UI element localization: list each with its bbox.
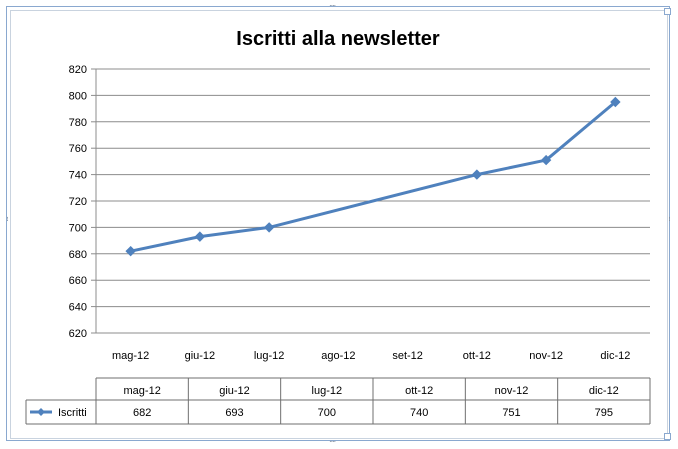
series-group (125, 96, 621, 257)
x-tick-label: mag-12 (112, 350, 149, 362)
x-tick-label: giu-12 (185, 350, 216, 362)
data-point-marker (540, 154, 552, 166)
resize-handle-top-right[interactable] (664, 8, 671, 15)
x-tick-label: nov-12 (529, 350, 563, 362)
resize-handle-left[interactable]: ∙∙∙ (3, 216, 13, 221)
y-tick-label: 760 (69, 143, 87, 155)
data-point-marker (194, 231, 206, 242)
y-tick-label: 640 (69, 302, 87, 314)
y-tick-label: 780 (69, 117, 87, 129)
table-value-cell: 693 (225, 407, 243, 419)
chart-area (10, 10, 668, 439)
table-header-cell: nov-12 (495, 385, 529, 397)
x-tick-label: set-12 (392, 350, 423, 362)
y-tick-label: 720 (69, 196, 87, 208)
y-tick-label: 800 (69, 90, 87, 102)
x-tick-label: lug-12 (254, 350, 285, 362)
table-header-cell: dic-12 (589, 385, 619, 397)
table-value-cell: 740 (410, 407, 428, 419)
data-point-marker (610, 96, 621, 108)
data-table: mag-12 giu-12 lug-12 ott-12 nov-12 dic-12 Iscr… (25, 377, 651, 425)
table-value-cell: 700 (318, 407, 336, 419)
data-point-marker (263, 222, 275, 233)
resize-handle-bottom[interactable]: ∙∙∙∙ (329, 436, 336, 446)
y-tick-label: 740 (69, 170, 87, 182)
y-tick-label: 700 (69, 222, 87, 234)
table-value-cell: 795 (595, 407, 613, 419)
series-line (130, 100, 617, 253)
legend-label: Iscritti (58, 407, 87, 419)
legend-marker (37, 408, 45, 416)
x-tick-label: ott-12 (463, 350, 491, 362)
resize-handle-bottom-right[interactable] (664, 433, 671, 440)
table-value-cell: 751 (502, 407, 520, 419)
chart-title: Iscritti alla newsletter (236, 28, 440, 50)
table-header-cell: lug-12 (312, 385, 343, 397)
x-axis: mag-12 giu-12 lug-12 ago-12 set-12 ott-12 nov-… (112, 350, 630, 362)
table-header-cell: mag-12 (124, 385, 161, 397)
data-point-marker (125, 245, 136, 257)
chart-frame[interactable] (6, 6, 670, 441)
table-header-cell: ott-12 (405, 385, 433, 397)
table-value-cell: 682 (133, 407, 151, 419)
resize-handle-right[interactable]: ∙∙∙ (665, 216, 675, 221)
resize-handle-top[interactable]: ∙∙∙∙ (329, 0, 336, 10)
gridlines (96, 68, 650, 334)
table-header-cell: giu-12 (219, 385, 250, 397)
y-tick-label: 660 (69, 275, 87, 287)
y-axis: 620 640 660 680 700 720 740 760 780 800 820 (69, 64, 97, 340)
y-tick-label: 820 (69, 64, 87, 76)
x-tick-label: ago-12 (321, 350, 355, 362)
data-point-marker (471, 169, 483, 180)
y-tick-label: 680 (69, 249, 87, 261)
y-tick-label: 620 (69, 328, 87, 340)
x-tick-label: dic-12 (600, 350, 630, 362)
